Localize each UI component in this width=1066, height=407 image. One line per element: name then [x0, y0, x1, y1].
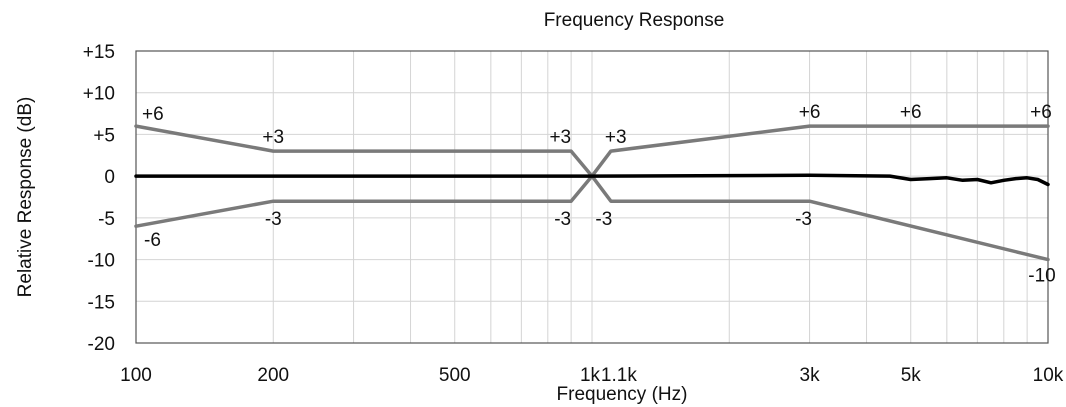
tolerance-annotation: +3 [549, 127, 571, 148]
x-axis-tick-labels: 100 200 500 1k 1.1k 3k 5k 10k [120, 365, 1064, 386]
tolerance-annotation: -3 [795, 209, 812, 230]
series [134, 124, 1050, 262]
chart-title: Frequency Response [544, 10, 725, 31]
tolerance-annotation: +6 [900, 102, 922, 123]
tolerance-annotation: +6 [142, 104, 164, 125]
y-tick-label: -20 [88, 334, 115, 355]
y-tick-label: -5 [98, 209, 115, 230]
x-tick-label: 1k [580, 365, 601, 386]
grid [135, 50, 1049, 344]
y-tick-label: +5 [93, 125, 115, 146]
tolerance-annotation: -10 [1028, 266, 1055, 287]
x-axis-label: Frequency (Hz) [557, 384, 688, 405]
x-tick-label: 200 [257, 365, 289, 386]
tolerance-annotation: +3 [262, 127, 284, 148]
tolerance-annotation: -3 [595, 209, 612, 230]
tolerance-annotation: +6 [799, 102, 821, 123]
x-tick-label: 1.1k [601, 365, 637, 386]
x-tick-label: 3k [800, 365, 821, 386]
y-tick-label: 0 [104, 167, 115, 188]
x-tick-label: 5k [901, 365, 922, 386]
y-tick-label: +15 [83, 42, 115, 63]
y-tick-label: +10 [83, 84, 115, 105]
x-tick-label: 10k [1033, 365, 1064, 386]
tolerance-annotation: -6 [144, 230, 161, 251]
y-axis-tick-labels: +15 +10 +5 0 -5 -10 -15 -20 [83, 42, 115, 355]
y-tick-label: -10 [88, 251, 115, 272]
y-tick-label: -15 [88, 292, 115, 313]
tolerance-annotation: +3 [605, 127, 627, 148]
plot-frame [135, 50, 1049, 344]
annotations: +6 +3 +3 +3 +6 +6 +6 -6 -3 -3 -3 -3 -10 [142, 102, 1056, 286]
measured-response-line [134, 173, 1050, 187]
x-tick-label: 500 [439, 365, 471, 386]
x-tick-label: 100 [120, 365, 152, 386]
y-axis-label: Relative Response (dB) [15, 97, 36, 298]
tolerance-annotation: -3 [265, 209, 282, 230]
tolerance-annotation: -3 [554, 209, 571, 230]
tolerance-annotation: +6 [1030, 102, 1052, 123]
